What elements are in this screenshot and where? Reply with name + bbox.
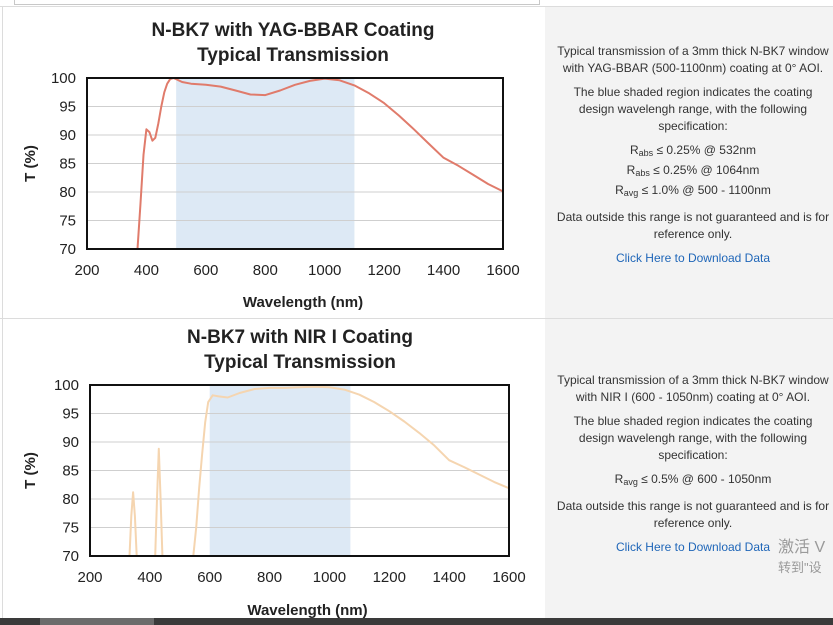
x-tick-label: 800 bbox=[253, 262, 278, 279]
top-strip bbox=[0, 0, 833, 6]
y-tick-label: 85 bbox=[59, 156, 76, 173]
chart-title-line2: Typical Transmission bbox=[204, 352, 396, 373]
shaded-region-note: The blue shaded region indicates the coa… bbox=[573, 85, 813, 133]
y-tick-label: 75 bbox=[62, 520, 79, 537]
activation-watermark: 激活 V 转到"设 bbox=[778, 539, 826, 575]
y-tick-label: 95 bbox=[62, 406, 79, 423]
x-tick-label: 1200 bbox=[367, 262, 400, 279]
description-cell: Typical transmission of a 3mm thick N-BK… bbox=[545, 319, 833, 619]
y-tick-label: 85 bbox=[62, 463, 79, 480]
chart-title-line2: Typical Transmission bbox=[197, 45, 389, 66]
y-tick-label: 70 bbox=[62, 548, 79, 565]
chart-title-line1: N-BK7 with YAG-BBAR Coating bbox=[152, 20, 435, 41]
y-tick-label: 100 bbox=[51, 70, 76, 87]
spec-item: Rabs ≤ 0.25% @ 532nm bbox=[629, 143, 756, 158]
series-line bbox=[128, 491, 138, 557]
plot-cell: N-BK7 with NIR I Coating Typical Transmi… bbox=[2, 319, 546, 619]
description-cell: Typical transmission of a 3mm thick N-BK… bbox=[545, 7, 833, 319]
y-tick-label: 75 bbox=[59, 213, 76, 230]
plot-frame bbox=[86, 77, 504, 250]
transmission-chart: N-BK7 with YAG-BBAR Coating Typical Tran… bbox=[22, 20, 520, 311]
y-tick-label: 80 bbox=[59, 184, 76, 201]
y-tick-label: 80 bbox=[62, 491, 79, 508]
x-axis-label: Wavelength (nm) bbox=[243, 294, 363, 311]
x-tick-label: 1000 bbox=[313, 569, 346, 586]
plot-frame bbox=[89, 384, 510, 557]
x-tick-label: 1400 bbox=[432, 569, 465, 586]
y-axis-label: T (%) bbox=[22, 145, 39, 182]
x-tick-label: 600 bbox=[193, 262, 218, 279]
horizontal-scrollbar[interactable] bbox=[0, 618, 833, 625]
series-line bbox=[136, 77, 504, 250]
x-tick-label: 800 bbox=[257, 569, 282, 586]
product-row-yag-bbar: N-BK7 with YAG-BBAR Coating Typical Tran… bbox=[0, 6, 833, 319]
spec-list: Rabs ≤ 0.25% @ 532nm Rabs ≤ 0.25% @ 1064… bbox=[555, 142, 831, 202]
spec-item: Ravg ≤ 1.0% @ 500 - 1100nm bbox=[615, 183, 771, 198]
product-row-nir-i: N-BK7 with NIR I Coating Typical Transmi… bbox=[0, 318, 833, 619]
y-axis-label: T (%) bbox=[22, 452, 39, 489]
scrollbar-thumb[interactable] bbox=[40, 618, 154, 625]
disclaimer-text: Data outside this range is not guarantee… bbox=[556, 210, 830, 241]
series-line bbox=[154, 447, 164, 557]
series-line bbox=[192, 385, 510, 557]
plot-cell: N-BK7 with YAG-BBAR Coating Typical Tran… bbox=[2, 7, 546, 319]
x-tick-label: 1600 bbox=[486, 262, 519, 279]
spec-list: Ravg ≤ 0.5% @ 600 - 1050nm bbox=[555, 471, 831, 491]
description-block: Typical transmission of a 3mm thick N-BK… bbox=[555, 372, 831, 556]
download-data-link[interactable]: Click Here to Download Data bbox=[615, 540, 771, 554]
y-tick-label: 95 bbox=[59, 99, 76, 116]
y-tick-label: 90 bbox=[59, 127, 76, 144]
x-tick-label: 200 bbox=[77, 569, 102, 586]
x-tick-label: 1400 bbox=[427, 262, 460, 279]
x-axis-label: Wavelength (nm) bbox=[247, 602, 367, 619]
x-tick-label: 1200 bbox=[373, 569, 406, 586]
y-tick-label: 70 bbox=[59, 241, 76, 258]
x-tick-label: 1000 bbox=[308, 262, 341, 279]
x-tick-label: 400 bbox=[134, 262, 159, 279]
transmission-chart: N-BK7 with NIR I Coating Typical Transmi… bbox=[22, 327, 526, 619]
x-tick-label: 1600 bbox=[492, 569, 525, 586]
description-text: Typical transmission of a 3mm thick N-BK… bbox=[557, 44, 829, 75]
description-text: Typical transmission of a 3mm thick N-BK… bbox=[557, 373, 829, 404]
description-block: Typical transmission of a 3mm thick N-BK… bbox=[555, 43, 831, 267]
y-tick-label: 100 bbox=[54, 377, 79, 394]
y-tick-label: 90 bbox=[62, 434, 79, 451]
spec-item: Rabs ≤ 0.25% @ 1064nm bbox=[626, 163, 760, 178]
x-tick-label: 200 bbox=[74, 262, 99, 279]
spec-item: Ravg ≤ 0.5% @ 600 - 1050nm bbox=[614, 472, 772, 487]
shaded-region-note: The blue shaded region indicates the coa… bbox=[573, 414, 813, 462]
chart-title-line1: N-BK7 with NIR I Coating bbox=[187, 327, 413, 348]
x-tick-label: 400 bbox=[137, 569, 162, 586]
download-data-link[interactable]: Click Here to Download Data bbox=[615, 251, 771, 265]
x-tick-label: 600 bbox=[197, 569, 222, 586]
search-input-edge[interactable] bbox=[14, 0, 540, 5]
disclaimer-text: Data outside this range is not guarantee… bbox=[556, 499, 830, 530]
